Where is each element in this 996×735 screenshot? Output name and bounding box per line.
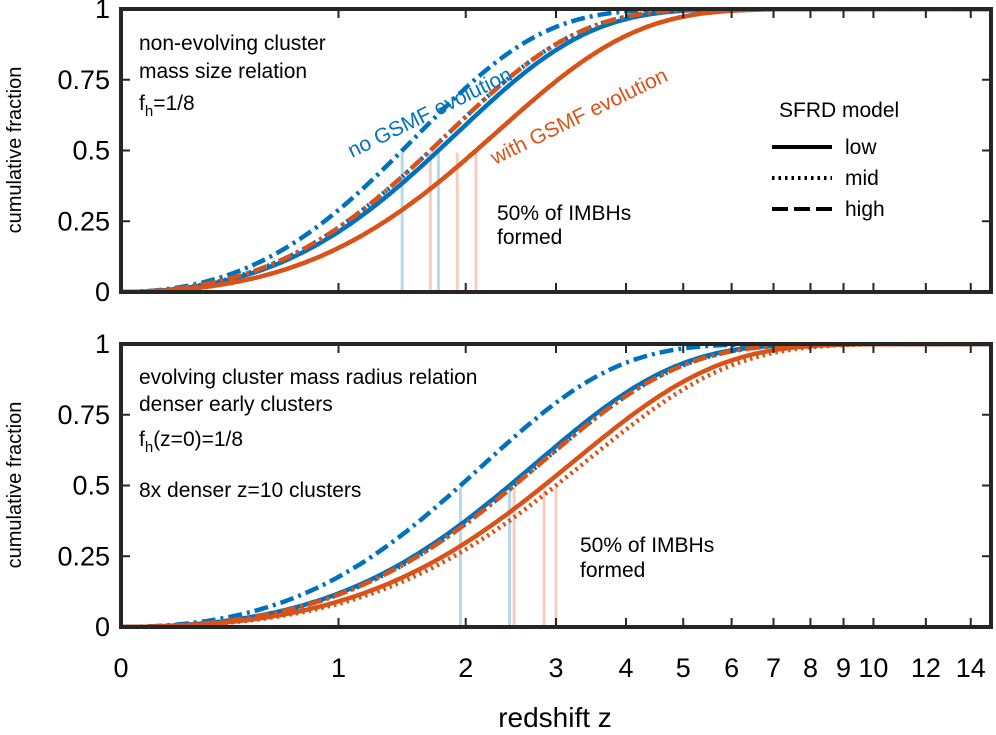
bottom-note-line-1: 50% of IMBHs: [580, 534, 714, 557]
bot-ytick-label-1: 0.25: [57, 541, 110, 571]
xtick-label-6: 6: [724, 653, 739, 683]
x-axis-label: redshift z: [498, 702, 612, 733]
top-y-axis-label: cumulative fraction: [4, 67, 26, 234]
top-panel: 0 0.25 0.5 0.75 1 cumulative fraction non-ev…: [4, 0, 993, 307]
xtick-label-4: 4: [619, 653, 634, 683]
top-y-ticks: 0 0.25 0.5 0.75 1: [57, 0, 991, 307]
bot-ytick-label-4: 1: [95, 329, 110, 359]
top-series-solid-with-gsmf: [121, 9, 991, 292]
bottom-annotation-line-1: evolving cluster mass radius relation: [139, 366, 477, 389]
xtick-label-12: 14: [956, 653, 986, 683]
legend-label-low: low: [845, 136, 877, 159]
bottom-x-ticks: 0 1 2 3 4 5 6 7 8 9 10 12 14: [113, 344, 986, 683]
top-ytick-label-2: 0.5: [72, 136, 110, 166]
bot-ytick-label-2: 0.5: [72, 471, 110, 501]
bot-series-dotted-with-gsmf: [121, 344, 991, 627]
top-note-line-1: 50% of IMBHs: [497, 202, 631, 225]
xtick-label-11: 12: [911, 653, 941, 683]
top-annotation-line-2: mass size relation: [139, 60, 307, 83]
top-ytick-label-4: 1: [95, 0, 110, 24]
bottom-y-axis-label: cumulative fraction: [4, 402, 26, 569]
xtick-label-3: 3: [548, 653, 563, 683]
top-fh-subscript: h: [145, 103, 153, 120]
top-curves: [121, 9, 991, 292]
bot-ytick-label-0: 0: [95, 612, 110, 642]
top-fh-f: f: [139, 92, 145, 115]
bottom-panel: 00.250.50.751 0 1 2 3 4 5 6 7 8 9 10 12 14 cumulativ…: [4, 329, 993, 733]
xtick-label-9: 9: [836, 653, 851, 683]
top-ytick-label-3: 0.75: [57, 65, 110, 95]
bottom-fh-value: (z=0)=1/8: [153, 428, 243, 451]
legend-label-high: high: [845, 198, 885, 221]
top-fh-label: fh=1/8: [139, 92, 195, 120]
bot-series-dashdot-no-gsmf: [121, 344, 991, 627]
bottom-note-line-2: formed: [580, 559, 645, 582]
legend-label-mid: mid: [845, 167, 879, 190]
legend: SFRD model low mid high: [772, 99, 899, 221]
xtick-label-2: 2: [458, 653, 473, 683]
top-axes-box: [119, 7, 993, 294]
top-ytick-label-1: 0.25: [57, 206, 110, 236]
bottom-axes-box: [119, 342, 993, 629]
top-ytick-label-0: 0: [95, 277, 110, 307]
top-series-dashdot-no-gsmf: [121, 9, 991, 292]
xtick-label-5: 5: [676, 653, 691, 683]
legend-title: SFRD model: [779, 99, 899, 122]
bottom-annotation-line-2: denser early clusters: [139, 393, 333, 416]
top-series-dashdot-with-gsmf: [121, 9, 991, 292]
xtick-label-1: 1: [331, 653, 346, 683]
top-fh-value: =1/8: [153, 92, 194, 115]
top-annotation-line-1: non-evolving cluster: [139, 32, 326, 55]
xtick-label-7: 7: [766, 653, 781, 683]
bot-ytick-label-3: 0.75: [57, 400, 110, 430]
bottom-median-markers: [458, 487, 558, 627]
bottom-annotation-line-4: 8x denser z=10 clusters: [139, 479, 361, 502]
top-note-line-2: formed: [497, 226, 562, 249]
xtick-label-10: 10: [858, 653, 888, 683]
bottom-fh-label: fh(z=0)=1/8: [139, 428, 243, 456]
xtick-label-0: 0: [113, 653, 128, 683]
xtick-label-8: 8: [803, 653, 818, 683]
bottom-fh-f: f: [139, 428, 145, 451]
bottom-fh-subscript: h: [145, 439, 153, 456]
